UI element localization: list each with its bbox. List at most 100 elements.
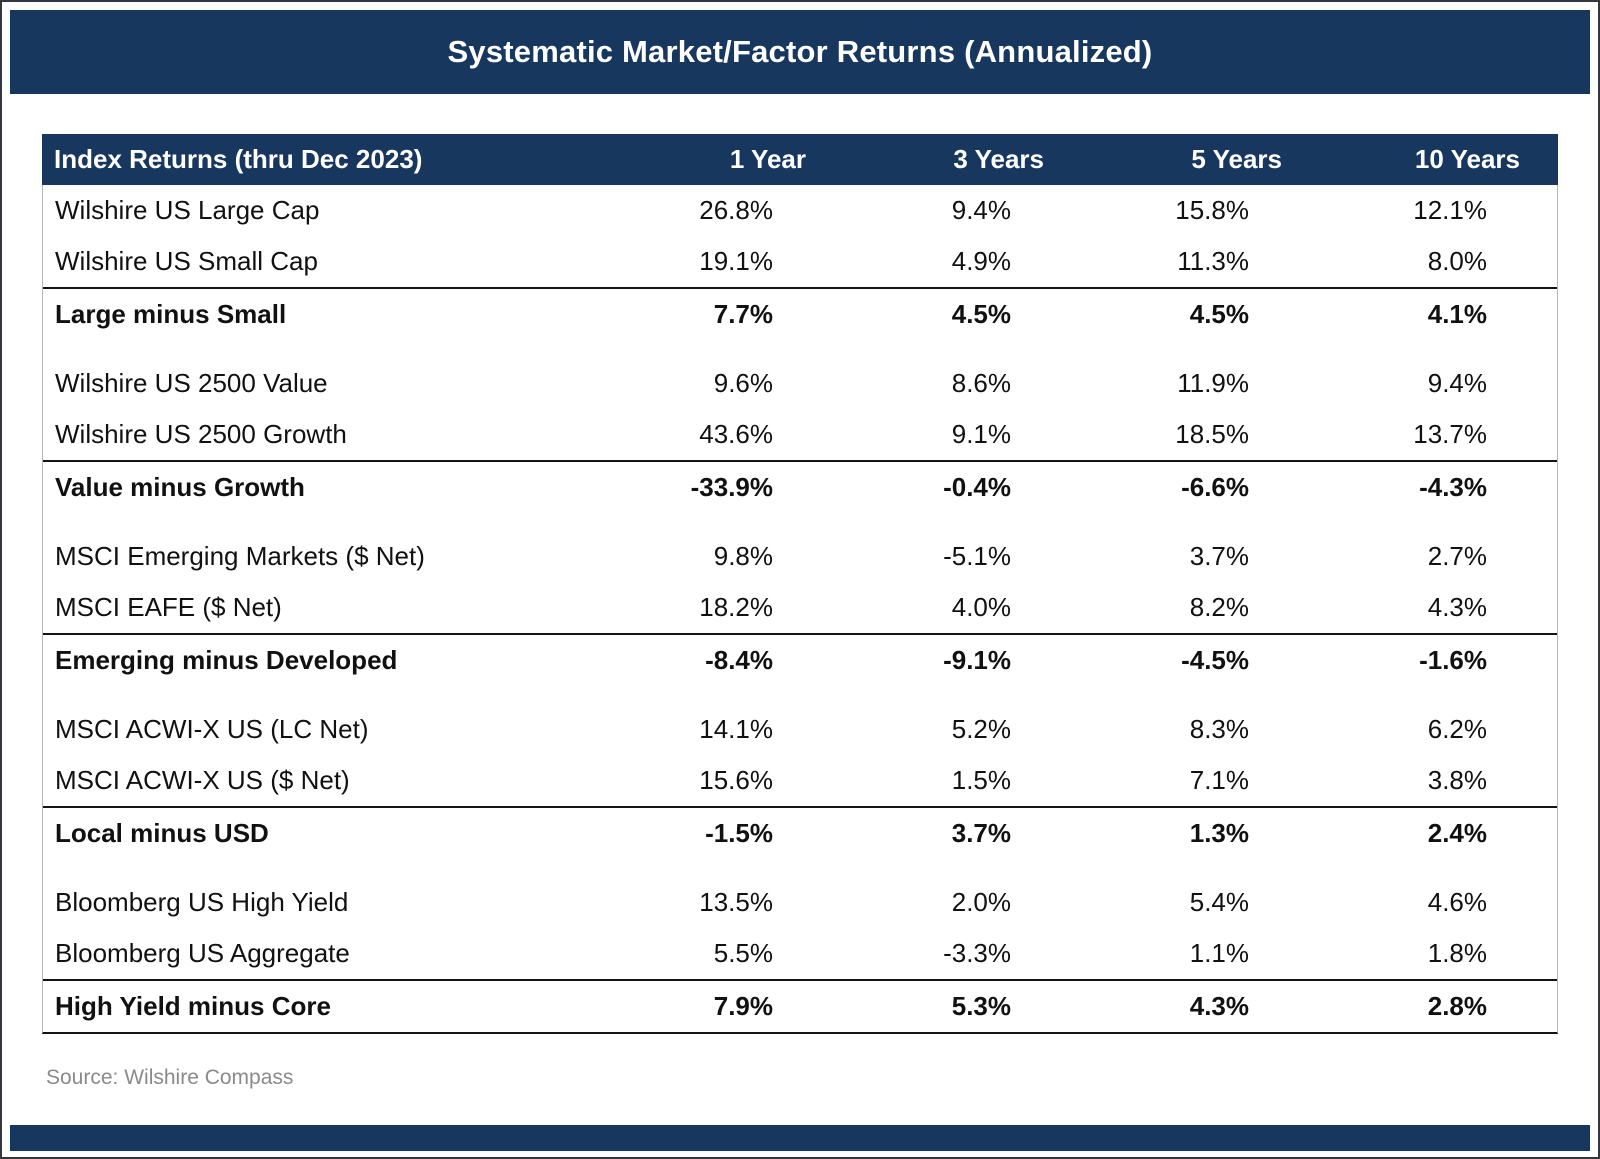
value-1y: 5.5%: [713, 938, 773, 968]
row-label: Bloomberg US High Yield: [55, 887, 349, 917]
row-label: Wilshire US Small Cap: [55, 246, 318, 276]
row-label: MSCI Emerging Markets ($ Net): [55, 541, 425, 571]
row-label: Value minus Growth: [55, 472, 305, 502]
value-3y: 1.5%: [951, 765, 1011, 795]
value-10y: 4.3%: [1427, 592, 1487, 622]
value-1y: 9.8%: [713, 541, 773, 571]
value-3y: 3.7%: [951, 818, 1011, 848]
value-1y: 18.2%: [699, 592, 773, 622]
value-10y: 2.8%: [1427, 991, 1487, 1021]
column-header-5y: 5 Years: [1191, 144, 1282, 174]
value-1y: 26.8%: [699, 195, 773, 225]
value-10y: 1.8%: [1427, 938, 1487, 968]
table-group-currency: MSCI ACWI-X US (LC Net) 14.1% 5.2% 8.3% …: [43, 704, 1557, 859]
row-label: MSCI EAFE ($ Net): [55, 592, 282, 622]
table-row-summary: Large minus Small 7.7% 4.5% 4.5% 4.1%: [43, 287, 1557, 340]
table-body: Wilshire US Large Cap 26.8% 9.4% 15.8% 1…: [42, 185, 1558, 1034]
value-10y: 12.1%: [1413, 195, 1487, 225]
table-header-row: Index Returns (thru Dec 2023) 1 Year 3 Y…: [42, 134, 1558, 185]
table-row: Bloomberg US High Yield 13.5% 2.0% 5.4% …: [43, 877, 1557, 928]
value-10y: 3.8%: [1427, 765, 1487, 795]
value-3y: 9.1%: [951, 419, 1011, 449]
table-row-summary: Local minus USD -1.5% 3.7% 1.3% 2.4%: [43, 806, 1557, 859]
table-row: Wilshire US 2500 Value 9.6% 8.6% 11.9% 9…: [43, 358, 1557, 409]
value-3y: -9.1%: [943, 645, 1011, 675]
row-label: Wilshire US 2500 Value: [55, 368, 328, 398]
value-3y: 5.3%: [951, 991, 1011, 1021]
value-3y: 9.4%: [951, 195, 1011, 225]
table-row: MSCI ACWI-X US (LC Net) 14.1% 5.2% 8.3% …: [43, 704, 1557, 755]
value-1y: -8.4%: [705, 645, 773, 675]
value-1y: 14.1%: [699, 714, 773, 744]
table-row: Wilshire US Large Cap 26.8% 9.4% 15.8% 1…: [43, 185, 1557, 236]
value-5y: 7.1%: [1189, 765, 1249, 795]
table-row: MSCI ACWI-X US ($ Net) 15.6% 1.5% 7.1% 3…: [43, 755, 1557, 806]
table-row: MSCI EAFE ($ Net) 18.2% 4.0% 8.2% 4.3%: [43, 582, 1557, 633]
value-1y: 13.5%: [699, 887, 773, 917]
value-5y: 11.9%: [1177, 368, 1249, 398]
value-3y: 4.0%: [951, 592, 1011, 622]
row-label: MSCI ACWI-X US (LC Net): [55, 714, 369, 744]
row-label: Wilshire US Large Cap: [55, 195, 320, 225]
footer-stripe: [10, 1125, 1590, 1151]
row-label: Local minus USD: [55, 818, 269, 848]
row-label: Large minus Small: [55, 299, 287, 329]
table-row-summary: Value minus Growth -33.9% -0.4% -6.6% -4…: [43, 460, 1557, 513]
value-10y: 8.0%: [1427, 246, 1487, 276]
value-3y: -3.3%: [943, 938, 1011, 968]
title-banner: Systematic Market/Factor Returns (Annual…: [10, 10, 1590, 94]
value-5y: 8.3%: [1189, 714, 1249, 744]
value-10y: 9.4%: [1427, 368, 1487, 398]
value-1y: 15.6%: [699, 765, 773, 795]
returns-table: Index Returns (thru Dec 2023) 1 Year 3 Y…: [42, 134, 1558, 1034]
value-5y: -4.5%: [1181, 645, 1249, 675]
value-10y: 6.2%: [1427, 714, 1487, 744]
value-5y: 4.5%: [1189, 299, 1249, 329]
value-10y: 13.7%: [1413, 419, 1487, 449]
column-header-index: Index Returns (thru Dec 2023): [54, 144, 423, 174]
value-1y: -33.9%: [690, 472, 773, 502]
value-5y: 3.7%: [1189, 541, 1249, 571]
table-row: MSCI Emerging Markets ($ Net) 9.8% -5.1%…: [43, 531, 1557, 582]
value-1y: 19.1%: [699, 246, 773, 276]
value-3y: 2.0%: [951, 887, 1011, 917]
row-label: High Yield minus Core: [55, 991, 331, 1021]
row-label: Bloomberg US Aggregate: [55, 938, 350, 968]
column-header-3y: 3 Years: [953, 144, 1044, 174]
value-10y: 2.4%: [1427, 818, 1487, 848]
value-1y: 7.9%: [713, 991, 773, 1021]
table-group-style: Wilshire US 2500 Value 9.6% 8.6% 11.9% 9…: [43, 358, 1557, 513]
value-5y: -6.6%: [1181, 472, 1249, 502]
table-group-credit: Bloomberg US High Yield 13.5% 2.0% 5.4% …: [43, 877, 1557, 1032]
row-label: Wilshire US 2500 Growth: [55, 419, 347, 449]
table-row: Wilshire US 2500 Growth 43.6% 9.1% 18.5%…: [43, 409, 1557, 460]
page-title: Systematic Market/Factor Returns (Annual…: [447, 34, 1153, 69]
row-label: Emerging minus Developed: [55, 645, 398, 675]
value-1y: 9.6%: [713, 368, 773, 398]
value-3y: -0.4%: [943, 472, 1011, 502]
value-1y: -1.5%: [705, 818, 773, 848]
value-5y: 1.3%: [1189, 818, 1249, 848]
value-10y: 4.1%: [1427, 299, 1487, 329]
table-row-summary: High Yield minus Core 7.9% 5.3% 4.3% 2.8…: [43, 979, 1557, 1032]
column-header-10y: 10 Years: [1414, 144, 1520, 174]
table-row-summary: Emerging minus Developed -8.4% -9.1% -4.…: [43, 633, 1557, 686]
table-row: Bloomberg US Aggregate 5.5% -3.3% 1.1% 1…: [43, 928, 1557, 979]
value-10y: 2.7%: [1427, 541, 1487, 571]
value-3y: -5.1%: [943, 541, 1011, 571]
value-3y: 5.2%: [951, 714, 1011, 744]
row-label: MSCI ACWI-X US ($ Net): [55, 765, 350, 795]
value-3y: 4.9%: [951, 246, 1011, 276]
value-10y: -4.3%: [1419, 472, 1487, 502]
value-1y: 43.6%: [699, 419, 773, 449]
value-5y: 11.3%: [1177, 246, 1249, 276]
value-10y: 4.6%: [1427, 887, 1487, 917]
table-group-emerging: MSCI Emerging Markets ($ Net) 9.8% -5.1%…: [43, 531, 1557, 686]
value-10y: -1.6%: [1419, 645, 1487, 675]
value-1y: 7.7%: [713, 299, 773, 329]
source-note: Source: Wilshire Compass: [46, 1066, 294, 1089]
value-3y: 4.5%: [951, 299, 1011, 329]
value-5y: 8.2%: [1189, 592, 1249, 622]
value-5y: 18.5%: [1175, 419, 1249, 449]
